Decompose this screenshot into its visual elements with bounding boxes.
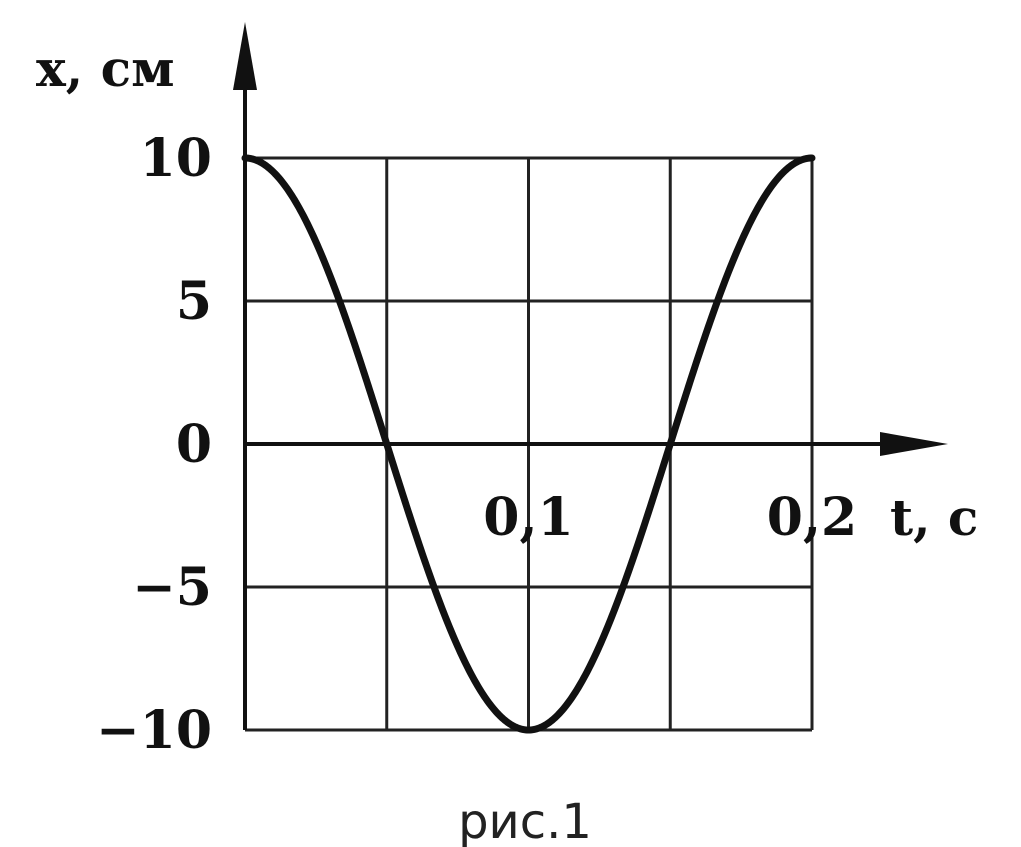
y-tick-label: −10 — [96, 700, 212, 761]
curve-layer — [241, 154, 816, 734]
figure-caption: рис.1 — [458, 794, 592, 847]
x-axis-label: t, с — [890, 488, 978, 547]
y-axis-label: x, см — [36, 39, 175, 98]
y-axis-arrow — [233, 22, 257, 90]
x-axis-arrow — [880, 432, 948, 456]
y-tick-label: 5 — [176, 271, 212, 332]
x-tick-label: 0,2 — [767, 487, 857, 548]
y-tick-label: 0 — [176, 414, 212, 475]
x-tick-label: 0,1 — [483, 487, 573, 548]
y-tick-label: −5 — [132, 557, 212, 618]
axes-layer — [233, 22, 948, 730]
y-tick-label: 10 — [140, 128, 212, 189]
tick-labels: 10 5 0 −5 −10 0,1 0,2 — [96, 128, 857, 761]
series-line — [241, 154, 816, 734]
